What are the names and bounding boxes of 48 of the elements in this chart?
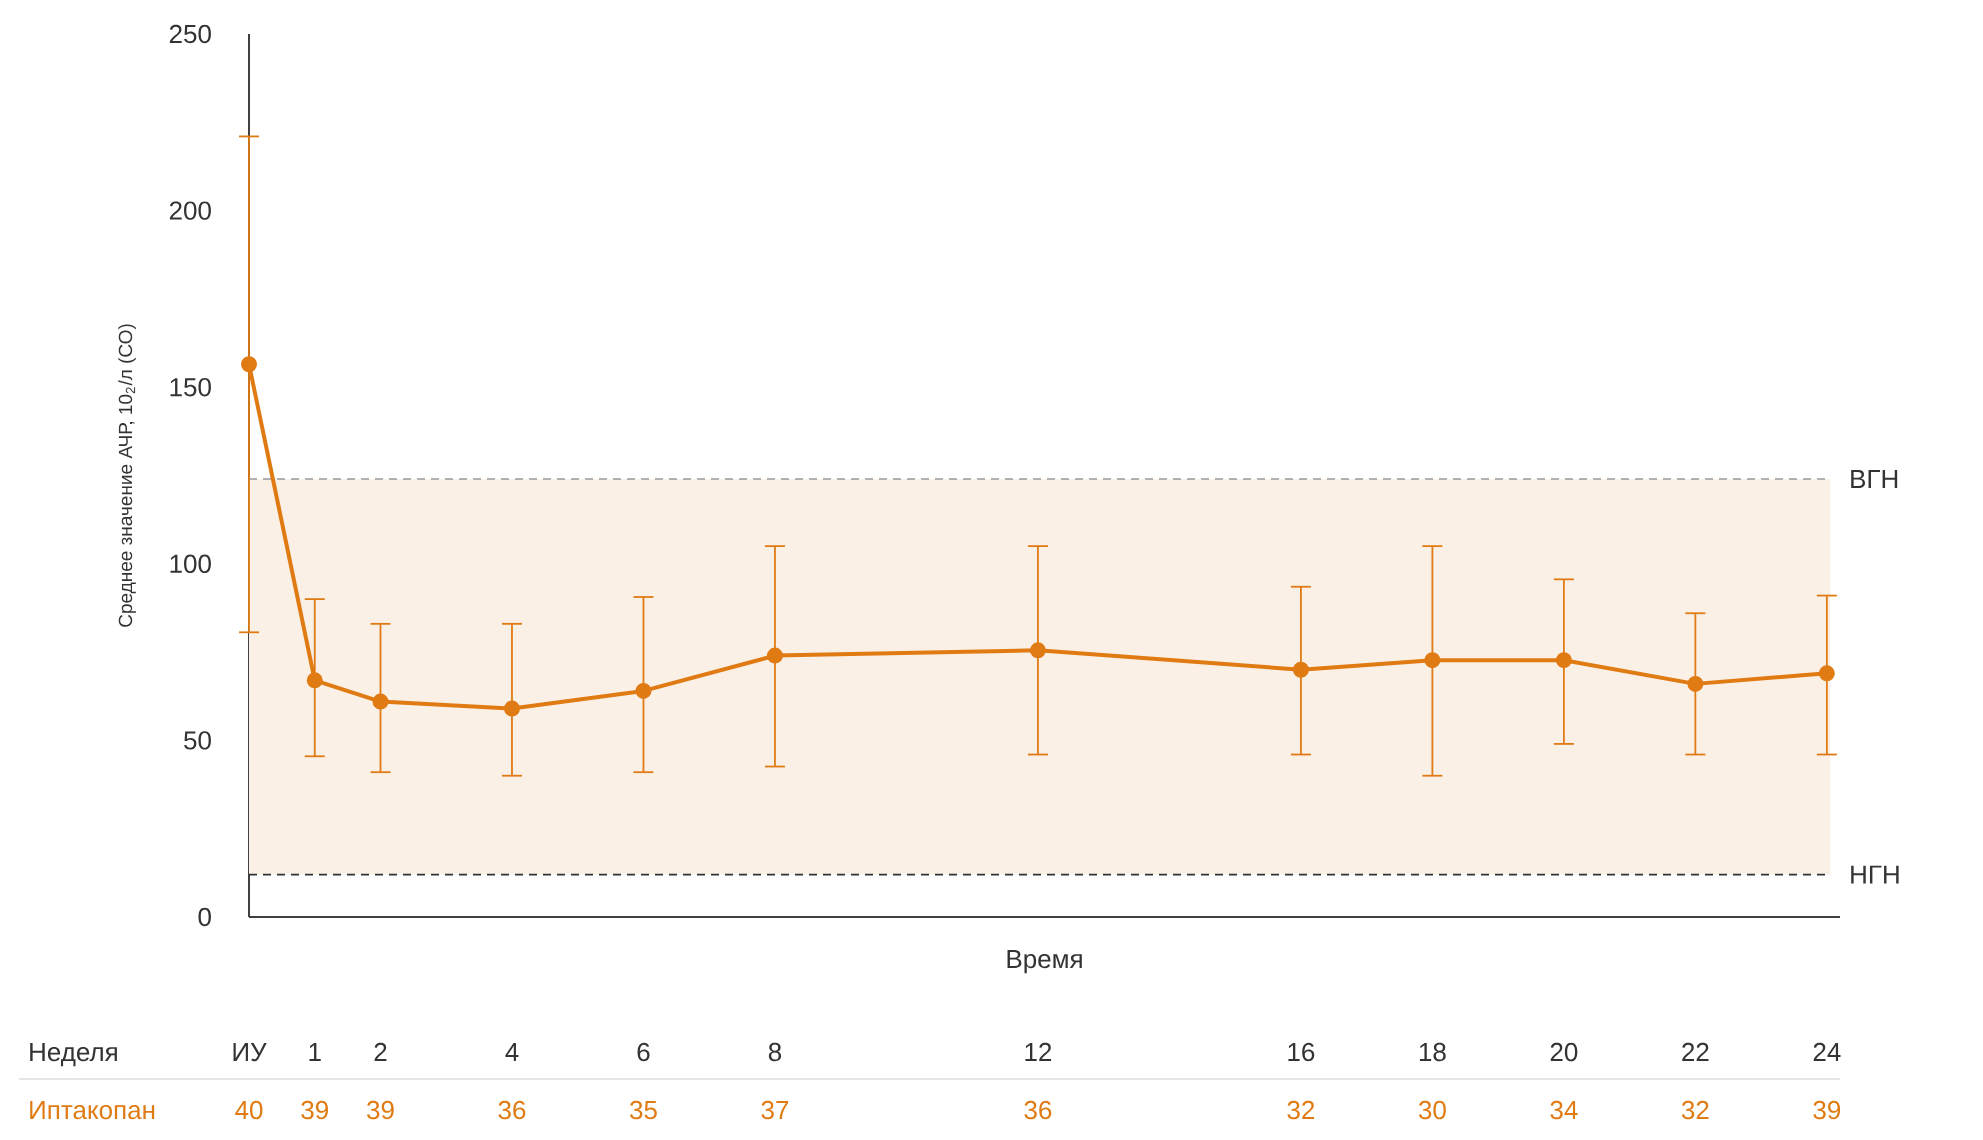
x-tick-label: 4 (505, 1043, 519, 1061)
y-tick-label: 50 (184, 731, 211, 750)
y-tick-label: 100 (170, 554, 211, 573)
y-tick-label: 250 (169, 24, 211, 44)
x-tick-label: 20 (1550, 1042, 1578, 1062)
ref-line-label: ВГН (1851, 470, 1898, 488)
point (1424, 652, 1441, 669)
ref-line-label: НГН (1851, 865, 1899, 884)
point (372, 693, 389, 710)
point (1818, 665, 1835, 682)
text: 30 (1418, 1100, 1446, 1120)
x-tick-label: 1 (309, 1043, 321, 1061)
text: Неделя (30, 1043, 117, 1067)
x-tick-label: ИУ (233, 1043, 267, 1062)
point (1029, 642, 1046, 659)
x-tick-label: 18 (1419, 1042, 1446, 1062)
text: 40 (235, 1100, 263, 1120)
y-axis-title: Среднее значение АЧР, 10$_{2}$/л (СО) (118, 324, 136, 627)
x-tick-label: 12 (1025, 1042, 1052, 1061)
text: 37 (761, 1100, 789, 1120)
x-tick-label: 8 (768, 1042, 782, 1062)
point (1687, 675, 1704, 692)
point (241, 356, 257, 373)
point (1292, 661, 1309, 678)
x-tick-label: 24 (1813, 1042, 1841, 1061)
x-tick-label: 22 (1682, 1042, 1709, 1061)
text: 32 (1681, 1100, 1709, 1120)
text: 36 (498, 1100, 526, 1120)
x-axis-title: Время (1007, 950, 1082, 974)
text: Иптакопан (30, 1101, 155, 1120)
point (503, 700, 520, 717)
x-tick-label: 6 (637, 1042, 650, 1062)
text: 34 (1550, 1100, 1578, 1120)
text: 32 (1287, 1100, 1315, 1120)
y-tick-label: 150 (170, 377, 211, 397)
point (306, 672, 323, 689)
text: 39 (367, 1100, 394, 1120)
point (1555, 652, 1572, 669)
y-tick-label: 200 (169, 201, 211, 220)
text: 36 (1024, 1100, 1052, 1120)
text: 39 (1813, 1100, 1841, 1120)
point (635, 682, 652, 699)
x-tick-label: 16 (1288, 1042, 1315, 1062)
text: 39 (301, 1100, 328, 1120)
text: 35 (630, 1100, 657, 1120)
point (766, 647, 783, 664)
x-tick-label: 2 (374, 1042, 387, 1061)
y-tick-label: 0 (198, 907, 211, 927)
